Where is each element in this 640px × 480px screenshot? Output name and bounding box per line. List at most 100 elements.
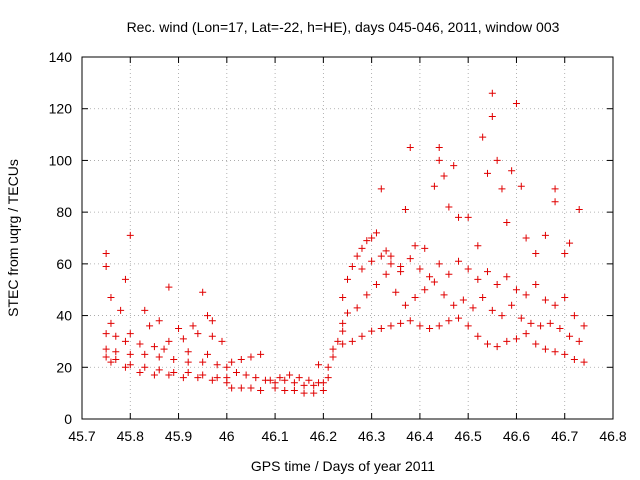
- data-point: [552, 198, 559, 205]
- data-point: [494, 157, 501, 164]
- data-point: [103, 330, 110, 337]
- data-point: [127, 351, 134, 358]
- data-point: [315, 361, 322, 368]
- data-point: [484, 268, 491, 275]
- data-point: [136, 369, 143, 376]
- data-point: [571, 312, 578, 319]
- x-tick-label: 46.5: [455, 428, 482, 444]
- x-tick-label: 45.9: [165, 428, 192, 444]
- data-point: [358, 333, 365, 340]
- data-point: [301, 390, 308, 397]
- data-point: [552, 302, 559, 309]
- data-point: [199, 289, 206, 296]
- data-point: [281, 387, 288, 394]
- data-point: [228, 359, 235, 366]
- data-point: [484, 341, 491, 348]
- data-point: [330, 346, 337, 353]
- data-point: [450, 162, 457, 169]
- data-point: [474, 333, 481, 340]
- data-point: [127, 330, 134, 337]
- data-point: [238, 384, 245, 391]
- data-point: [151, 343, 158, 350]
- data-point: [556, 325, 563, 332]
- y-tick-label: 20: [56, 359, 72, 375]
- data-point: [503, 219, 510, 226]
- data-point: [479, 134, 486, 141]
- data-point: [354, 304, 361, 311]
- data-point: [387, 322, 394, 329]
- data-point: [383, 247, 390, 254]
- data-point: [513, 286, 520, 293]
- data-point: [344, 276, 351, 283]
- data-point: [272, 384, 279, 391]
- data-point: [412, 242, 419, 249]
- data-point: [426, 273, 433, 280]
- data-point: [436, 322, 443, 329]
- data-point: [383, 271, 390, 278]
- data-point: [479, 294, 486, 301]
- data-point: [489, 90, 496, 97]
- data-point: [185, 348, 192, 355]
- data-point: [460, 297, 467, 304]
- data-point: [450, 302, 457, 309]
- data-point: [358, 245, 365, 252]
- data-point: [320, 387, 327, 394]
- data-point: [387, 260, 394, 267]
- data-point: [503, 273, 510, 280]
- data-point: [474, 242, 481, 249]
- data-point: [373, 229, 380, 236]
- y-tick-label: 80: [56, 204, 72, 220]
- data-point: [494, 281, 501, 288]
- data-point: [358, 266, 365, 273]
- data-point: [407, 317, 414, 324]
- data-point: [354, 253, 361, 260]
- x-tick-label: 46.1: [261, 428, 288, 444]
- data-point: [445, 271, 452, 278]
- data-point: [474, 276, 481, 283]
- data-point: [151, 372, 158, 379]
- data-point: [103, 353, 110, 360]
- data-point: [518, 183, 525, 190]
- data-point: [508, 302, 515, 309]
- data-point: [426, 325, 433, 332]
- data-point: [122, 276, 129, 283]
- data-point: [363, 291, 370, 298]
- data-point: [576, 206, 583, 213]
- data-point: [523, 235, 530, 242]
- data-point: [378, 185, 385, 192]
- y-tick-label: 40: [56, 308, 72, 324]
- data-point: [165, 284, 172, 291]
- data-point: [489, 113, 496, 120]
- data-point: [489, 307, 496, 314]
- data-point: [436, 144, 443, 151]
- data-point: [223, 379, 230, 386]
- data-point: [503, 338, 510, 345]
- data-point: [513, 100, 520, 107]
- data-point: [465, 214, 472, 221]
- data-point: [209, 317, 216, 324]
- data-point: [228, 384, 235, 391]
- data-point: [378, 253, 385, 260]
- data-point: [465, 322, 472, 329]
- data-point: [561, 294, 568, 301]
- data-point: [455, 258, 462, 265]
- data-point: [107, 294, 114, 301]
- data-point: [484, 170, 491, 177]
- stec-scatter-chart: Rec. wind (Lon=17, Lat=-22, h=HE), days …: [0, 0, 640, 480]
- data-point: [170, 356, 177, 363]
- data-point: [141, 307, 148, 314]
- data-point: [513, 335, 520, 342]
- data-point: [112, 333, 119, 340]
- data-point: [223, 364, 230, 371]
- data-point: [532, 281, 539, 288]
- x-tick-label: 46.7: [551, 428, 578, 444]
- data-point: [238, 356, 245, 363]
- data-point: [532, 341, 539, 348]
- data-point: [378, 325, 385, 332]
- data-point: [392, 289, 399, 296]
- data-point: [470, 304, 477, 311]
- data-point: [257, 387, 264, 394]
- data-point: [416, 322, 423, 329]
- data-point: [349, 338, 356, 345]
- x-tick-label: 45.8: [117, 428, 144, 444]
